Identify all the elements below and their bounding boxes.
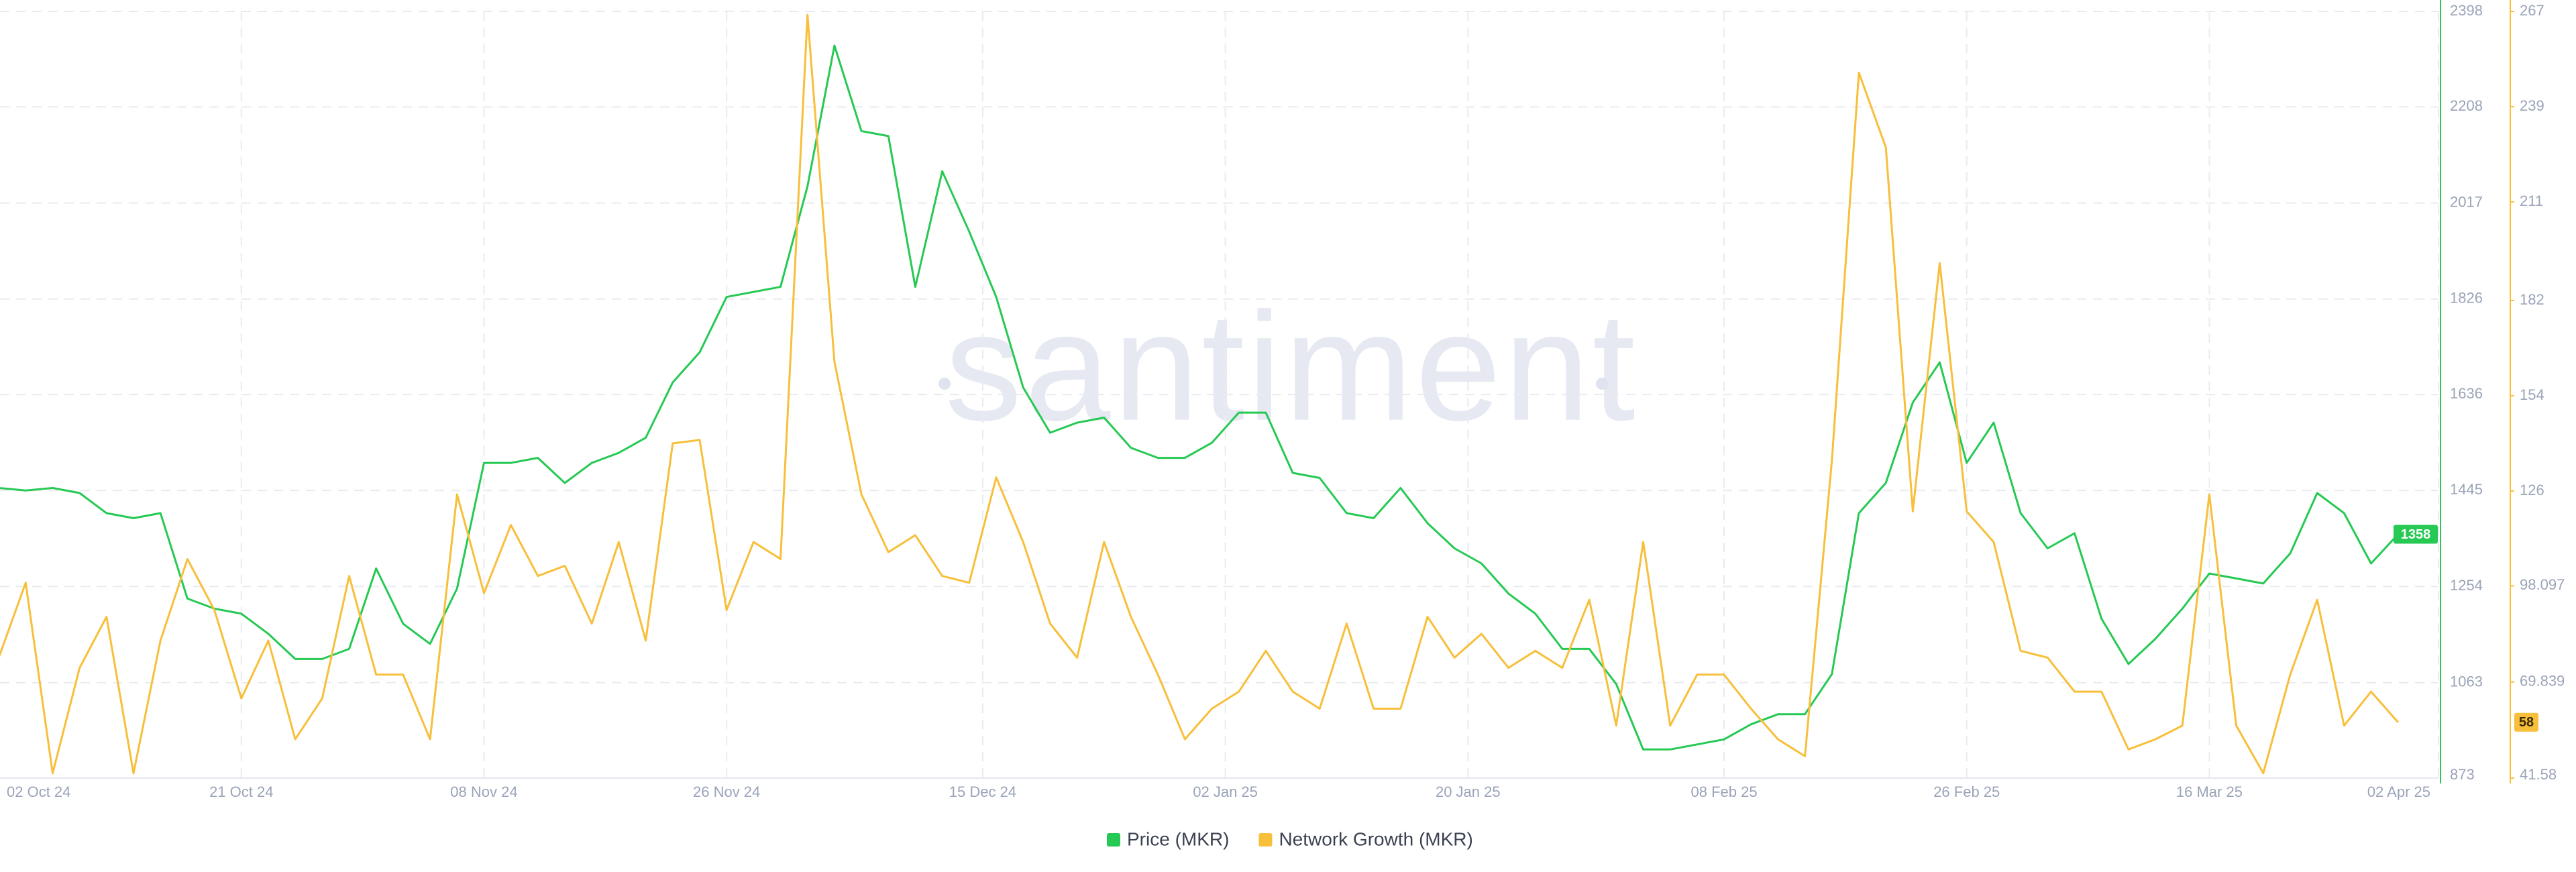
watermark: santiment — [938, 280, 1638, 453]
x-tick-label: 08 Feb 25 — [1691, 783, 1758, 800]
x-tick-label: 21 Oct 24 — [209, 783, 273, 800]
x-tick-label: 02 Apr 25 — [2367, 783, 2430, 800]
x-tick-label: 15 Dec 24 — [949, 783, 1016, 800]
current-value-badge — [2394, 525, 2438, 544]
x-tick-label: 16 Mar 25 — [2176, 783, 2243, 800]
y-tick-label: 1445 — [2450, 481, 2483, 498]
y2-tick-label: 211 — [2520, 193, 2543, 209]
y-tick-label: 2208 — [2450, 97, 2483, 114]
x-tick-label: 02 Oct 24 — [7, 783, 70, 800]
y2-tick-label: 126 — [2520, 482, 2544, 498]
x-tick-label: 08 Nov 24 — [450, 783, 517, 800]
x-tick-label: 20 Jan 25 — [1436, 783, 1501, 800]
series-line — [0, 44, 2399, 751]
x-tick-label: 02 Jan 25 — [1193, 783, 1258, 800]
current-value-badge — [2514, 712, 2538, 732]
legend-swatch — [1258, 833, 1273, 847]
series-line — [0, 13, 2399, 775]
x-tick-label: 26 Feb 25 — [1933, 783, 2000, 800]
legend-label: Price (MKR) — [1127, 828, 1229, 849]
y2-tick-label: 98.097 — [2520, 576, 2565, 593]
watermark-text: santiment — [945, 280, 1638, 453]
current-value-label: 1358 — [2401, 527, 2431, 542]
y2-tick-label: 41.58 — [2520, 766, 2557, 783]
watermark-dot — [938, 378, 951, 390]
y-tick-label: 2398 — [2450, 2, 2483, 19]
y-tick-label: 2017 — [2450, 193, 2483, 210]
y2-tick-label: 267 — [2520, 2, 2544, 19]
y2-tick-label: 239 — [2520, 97, 2544, 114]
legend-swatch — [1107, 833, 1120, 847]
y-tick-label: 873 — [2450, 766, 2475, 783]
y-tick-label: 1636 — [2450, 385, 2483, 402]
y-tick-label: 1254 — [2450, 577, 2483, 594]
y-tick-label: 1063 — [2450, 673, 2483, 690]
legend: Price (MKR) Network Growth (MKR) — [1107, 828, 1473, 849]
watermark-dot — [1596, 378, 1608, 390]
current-value-label: 58 — [2519, 715, 2534, 730]
y2-tick-label: 154 — [2520, 386, 2544, 403]
x-tick-label: 26 Nov 24 — [693, 783, 760, 800]
y-tick-label: 1826 — [2450, 290, 2483, 307]
legend-label: Network Growth (MKR) — [1279, 828, 1472, 849]
y2-tick-label: 69.839 — [2520, 673, 2565, 690]
y2-tick-label: 182 — [2520, 291, 2544, 308]
